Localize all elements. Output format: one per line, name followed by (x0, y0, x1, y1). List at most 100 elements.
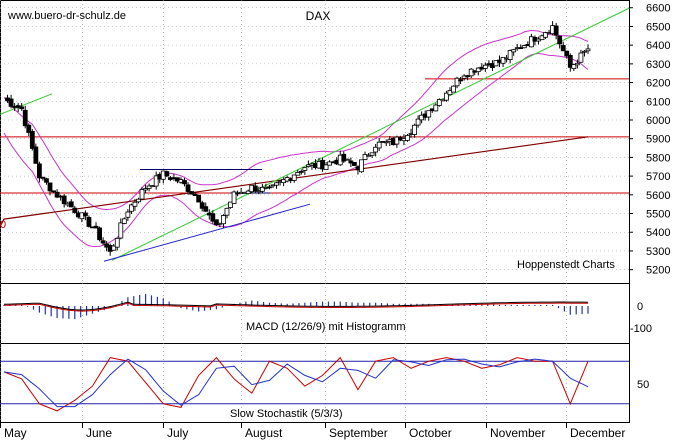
candle-body (436, 99, 442, 106)
candle-body (40, 176, 46, 179)
stochastic-panel: Slow Stochastik (5/3/3) 50 (0, 343, 649, 423)
candle-body (323, 164, 329, 171)
candle-body (19, 106, 25, 110)
price-tick-label: 5200 (646, 265, 670, 277)
candle-body (507, 50, 513, 61)
candle-body (394, 136, 400, 145)
month-label: August (245, 426, 283, 440)
candle-body (578, 52, 584, 63)
candle-body (213, 219, 219, 226)
price-panel: 6600 6500 6400 6300 6200 6100 6000 5900 5800 5700… (0, 0, 670, 284)
candle-body (199, 202, 205, 209)
candle-body (121, 218, 127, 224)
candle-body (114, 237, 120, 248)
candle-body (298, 170, 304, 173)
macd-label: MACD (12/26/9) mit Histogramm (246, 321, 406, 333)
candle-body (433, 104, 439, 112)
price-tick-label: 6000 (646, 115, 670, 127)
credit-label: Hoppenstedt Charts (517, 259, 615, 271)
trendline-green (0, 93, 53, 115)
trendline-green (111, 7, 631, 261)
candle-body (351, 162, 357, 166)
candle-body (125, 211, 131, 218)
candle-body (383, 141, 389, 144)
candle-body (132, 201, 138, 207)
candle-body (111, 245, 117, 251)
candle-body (366, 154, 371, 157)
candle-body (68, 201, 74, 208)
candle-body (54, 191, 60, 198)
candle-body (221, 215, 226, 225)
candle-body (61, 195, 67, 205)
trendline-blue (103, 203, 311, 262)
month-label: June (86, 426, 112, 440)
month-label: July (167, 426, 188, 440)
candle-body (376, 141, 382, 149)
candle-body (359, 159, 364, 173)
candle-body (146, 185, 152, 189)
candle-body (210, 213, 216, 222)
candle-body (571, 64, 577, 70)
candle-body (83, 212, 88, 217)
candle-body (362, 154, 368, 160)
candle-body (482, 64, 488, 69)
macd-tick-0: 0 (637, 301, 643, 313)
price-tick-label: 6400 (646, 40, 670, 52)
candle-body (373, 146, 379, 153)
candle-body (585, 48, 591, 52)
candle-body (557, 35, 563, 45)
price-tick-label: 5600 (646, 190, 670, 202)
price-tick-label: 6100 (646, 96, 670, 108)
price-tick-label: 6300 (646, 59, 670, 71)
price-tick-label: 6500 (646, 21, 670, 33)
candle-body (97, 227, 102, 241)
candle-body (564, 50, 570, 57)
candle-body (451, 85, 456, 93)
watermark-text: www.buero-dr-schulz.de (7, 10, 126, 22)
candle-body (100, 240, 106, 244)
candle-body (444, 92, 449, 101)
month-label: December (570, 426, 625, 440)
month-label: November (490, 426, 545, 440)
candle-body (475, 67, 481, 73)
price-tick-label: 6200 (646, 78, 670, 90)
price-tick-label: 5400 (646, 227, 670, 239)
chart-title: DAX (306, 9, 331, 23)
month-axis: May June July August September October Novembe… (0, 422, 629, 440)
candle-body (274, 182, 279, 186)
candle-body (33, 146, 39, 164)
price-axis-ticks: 6600 6500 6400 6300 6200 6100 6000 5900 5800 5700… (629, 3, 670, 277)
candle-body (267, 186, 272, 189)
candle-body (259, 186, 265, 192)
candle-body (129, 204, 134, 212)
candle-body (224, 207, 230, 216)
macd-panel: MACD (12/26/9) mit Histogramm 0 -100 (0, 283, 652, 344)
stochastic-label: Slow Stochastik (5/3/3) (230, 408, 343, 420)
candle-body (291, 174, 297, 181)
month-label: May (4, 426, 27, 440)
candle-body (415, 118, 421, 126)
candle-body (295, 172, 301, 176)
candle-body (412, 124, 417, 135)
candle-body (426, 110, 432, 118)
candle-body (136, 198, 141, 203)
price-candles (5, 21, 591, 256)
candle-body (26, 124, 32, 133)
candle-body (536, 38, 541, 42)
candle-body (521, 45, 527, 49)
candle-body (560, 45, 566, 52)
candle-body (252, 185, 258, 192)
stochastic-tick-50: 50 (637, 379, 649, 391)
stochastic-d-line (3, 358, 589, 408)
candle-body (458, 79, 463, 82)
candle-body (582, 50, 587, 53)
candle-body (553, 25, 559, 36)
candle-body (196, 194, 202, 203)
price-tick-label: 5500 (646, 209, 670, 221)
candle-body (574, 62, 580, 66)
price-tick-label: 6600 (646, 3, 670, 15)
candle-body (461, 75, 467, 79)
price-tick-label: 5700 (646, 171, 670, 183)
candle-body (454, 77, 460, 87)
